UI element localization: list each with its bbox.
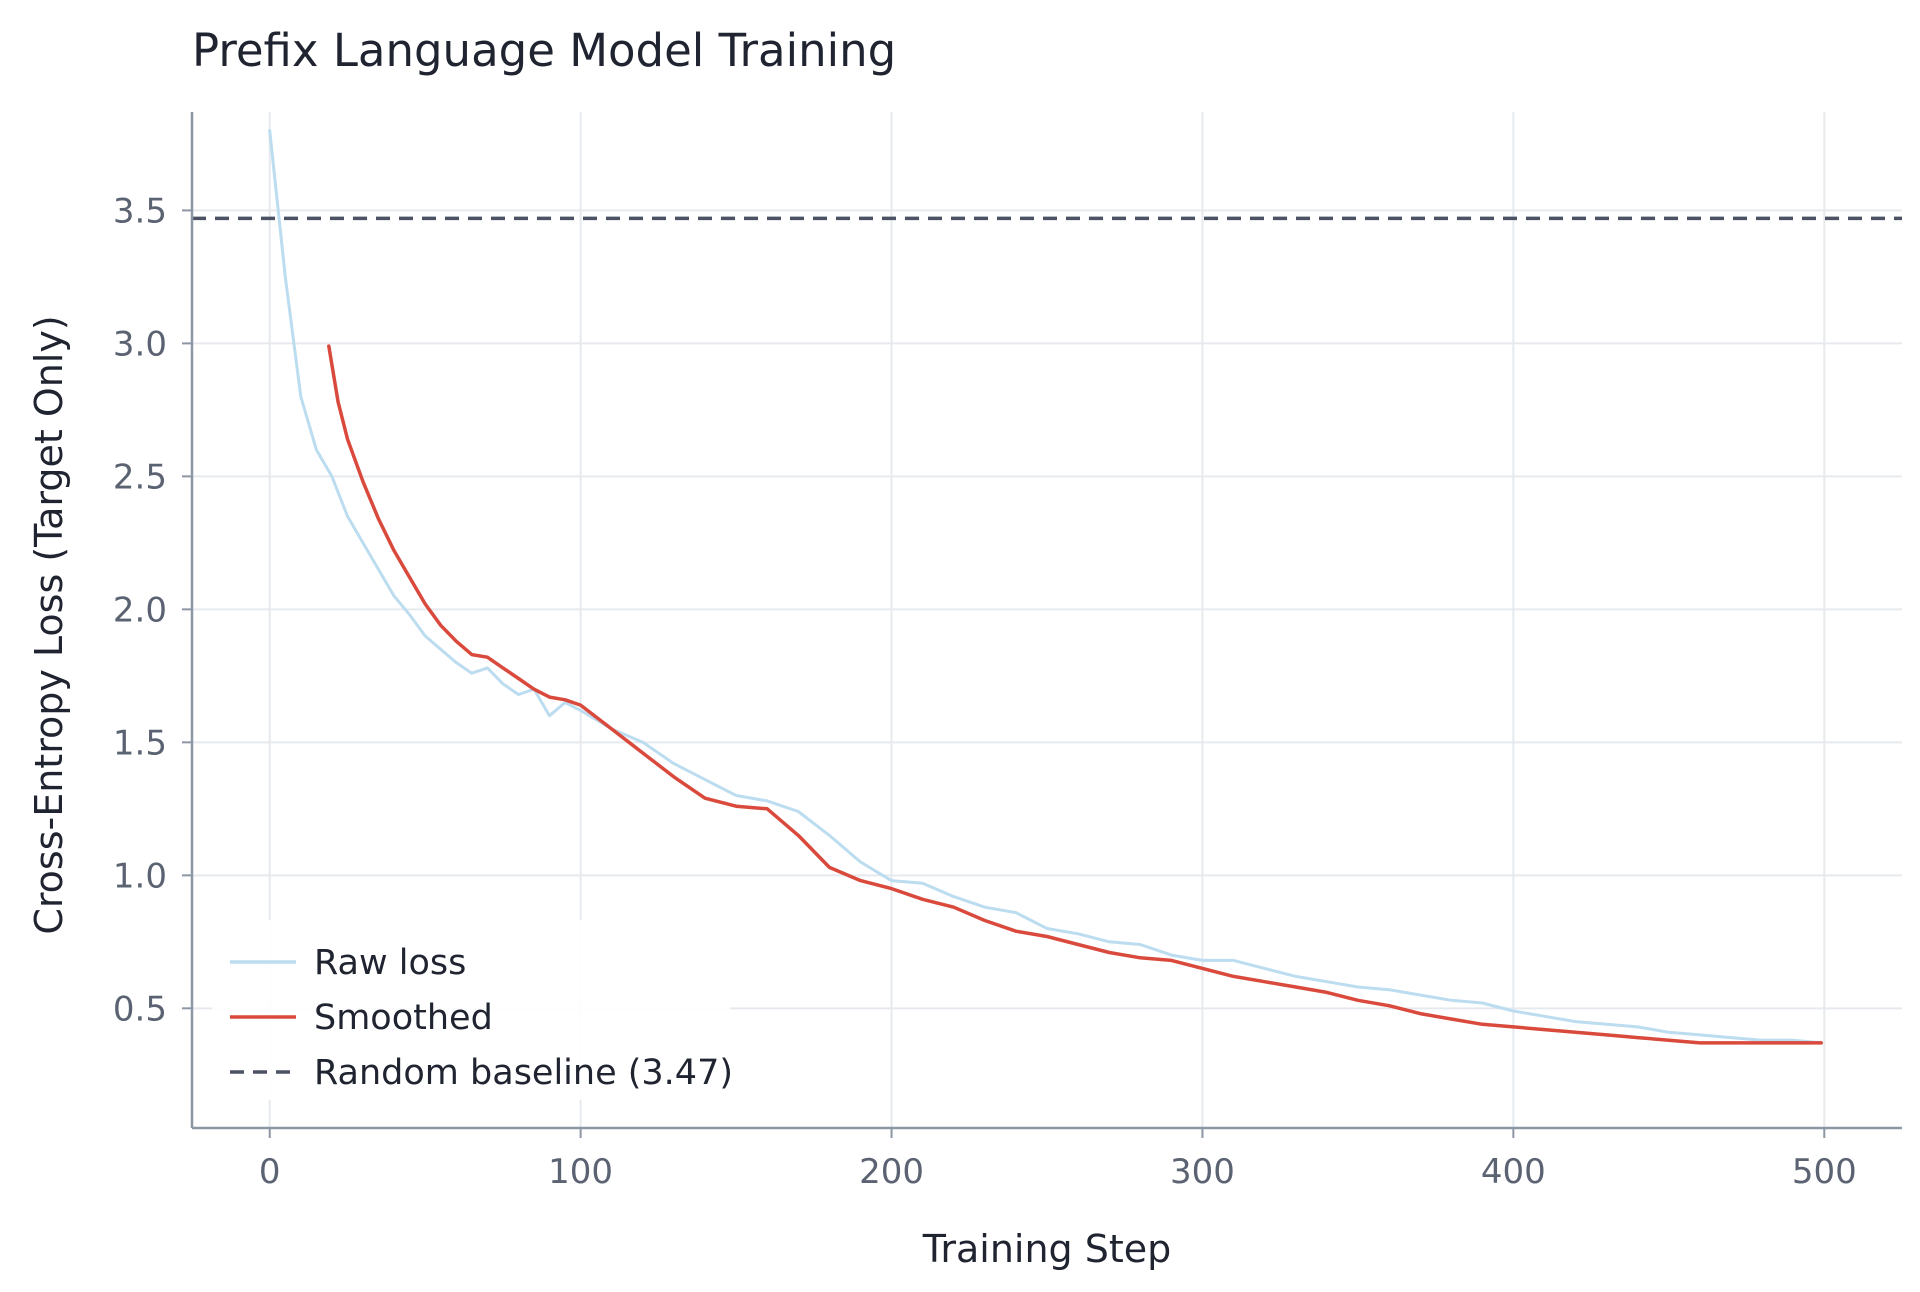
grid <box>192 112 1902 1128</box>
legend-label-1: Smoothed <box>314 998 493 1038</box>
chart-title: Prefix Language Model Training <box>192 24 896 77</box>
series-group <box>192 129 1902 1045</box>
x-tick-label-5: 500 <box>1792 1152 1857 1192</box>
y-tick-label-5: 3.0 <box>113 324 167 364</box>
x-tick-label-3: 300 <box>1170 1152 1235 1192</box>
axes <box>190 112 1902 1130</box>
x-axis-title: Training Step <box>922 1227 1172 1271</box>
x-tick-label-0: 0 <box>259 1152 281 1192</box>
legend-label-0: Raw loss <box>314 943 466 983</box>
y-tick-label-4: 2.5 <box>113 457 167 497</box>
raw-loss-line <box>268 129 1823 1045</box>
legend-label-2: Random baseline (3.47) <box>314 1053 733 1093</box>
smoothed-loss-line <box>327 344 1823 1045</box>
x-tick-label-2: 200 <box>859 1152 924 1192</box>
legend: Raw loss Smoothed Random baseline (3.47) <box>212 920 733 1100</box>
legend-box <box>212 920 730 1100</box>
x-tick-label-1: 100 <box>548 1152 613 1192</box>
y-axis-title: Cross-Entropy Loss (Target Only) <box>27 315 71 934</box>
y-tick-label-2: 1.5 <box>113 723 167 763</box>
ticks: 0 100 200 300 400 500 0.5 1.0 1.5 2.0 2.5 3.0 3.5 <box>113 191 1857 1192</box>
y-tick-label-0: 0.5 <box>113 989 167 1029</box>
y-tick-label-1: 1.0 <box>113 856 167 896</box>
x-tick-label-4: 400 <box>1481 1152 1546 1192</box>
y-tick-label-6: 3.5 <box>113 191 167 231</box>
y-tick-label-3: 2.0 <box>113 590 167 630</box>
